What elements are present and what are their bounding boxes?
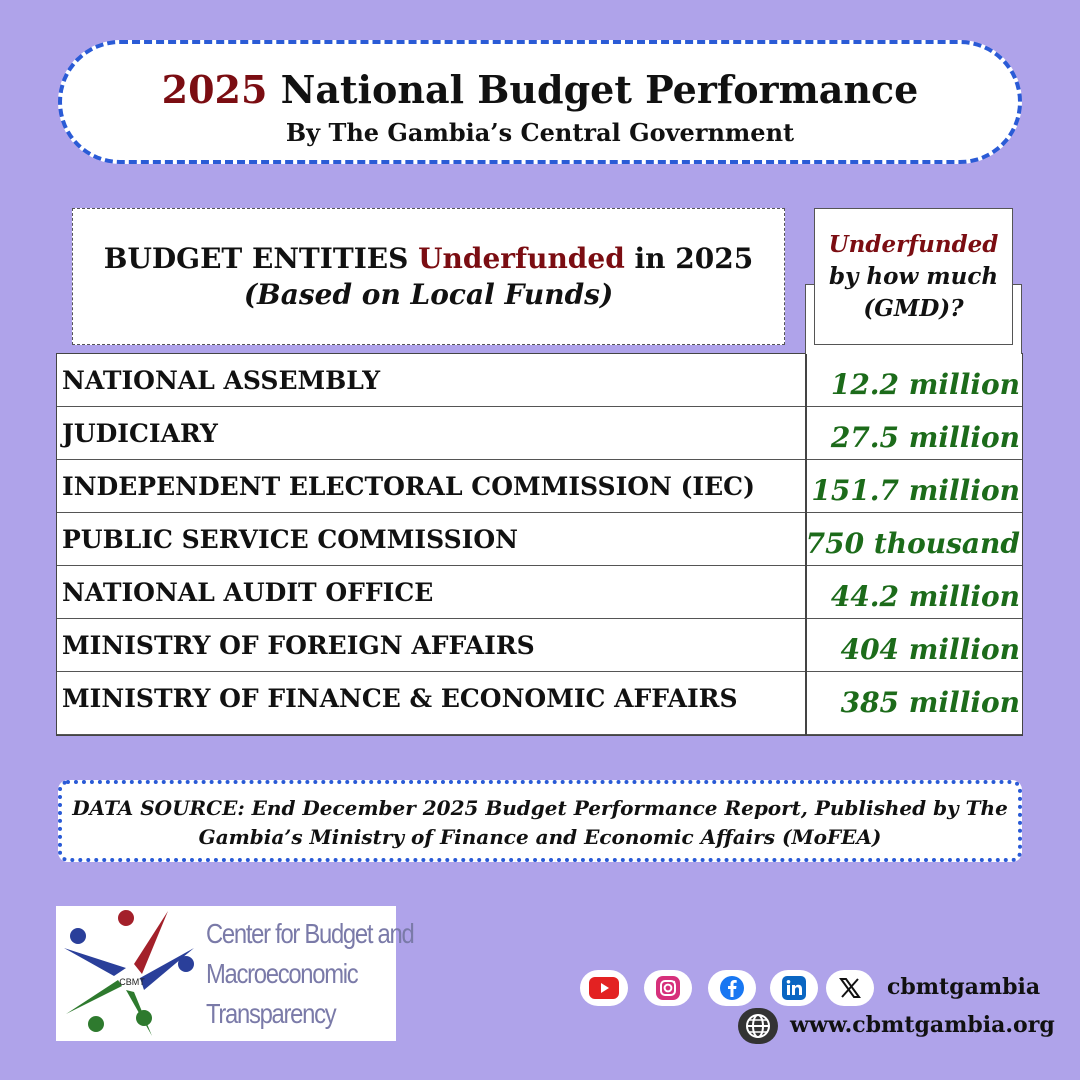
entity-name: MINISTRY OF FOREIGN AFFAIRS [62,631,535,660]
underfunded-amount: 404 million [840,633,1020,666]
entities-header-highlight: Underfunded [418,241,625,275]
instagram-icon[interactable] [644,970,692,1006]
data-source-line1: DATA SOURCE: End December 2025 Budget Pe… [72,796,1008,820]
entity-name: JUDICIARY [62,419,218,448]
logo-line3: Transparency [206,998,337,1029]
title-main-text: National Budget Performance [267,67,919,112]
amount-header-line1: Underfunded [828,230,999,258]
entities-header-line2: (Based on Local Funds) [243,277,614,311]
amount-header-line2: by how much [828,262,999,290]
amount-header-line3: (GMD)? [863,294,964,322]
entity-name: MINISTRY OF FINANCE & ECONOMIC AFFAIRS [62,684,738,713]
entity-name: NATIONAL ASSEMBLY [62,366,381,395]
entities-header-line1: BUDGET ENTITIES Underfunded in 2025 [104,241,753,277]
underfunded-amount: 27.5 million [830,421,1020,454]
logo-wordmark: Center for Budget and Macroeconomic Tran… [206,914,415,1034]
column-divider [805,354,807,735]
entities-header-suffix: in 2025 [624,241,754,275]
table-row: NATIONAL AUDIT OFFICE 44.2 million [57,566,1022,619]
logo-line2: Macroeconomic [206,958,359,989]
underfunded-table: NATIONAL ASSEMBLY 12.2 million JUDICIARY… [56,353,1023,736]
globe-icon[interactable] [738,1008,778,1044]
social-handle: cbmtgambia [887,974,1041,1000]
data-source-line2: Gambia’s Ministry of Finance and Economi… [198,825,882,849]
entity-name: PUBLIC SERVICE COMMISSION [62,525,518,554]
page-title: 2025 National Budget Performance [62,68,1018,112]
linkedin-icon[interactable] [770,970,818,1006]
underfunded-amount: 44.2 million [830,580,1020,613]
page-subtitle: By The Gambia’s Central Government [285,118,795,147]
facebook-icon[interactable] [708,970,756,1006]
title-banner: 2025 National Budget Performance By The … [58,40,1022,164]
table-row: MINISTRY OF FINANCE & ECONOMIC AFFAIRS 3… [57,672,1022,735]
title-year: 2025 [161,67,268,112]
table-row: NATIONAL ASSEMBLY 12.2 million [57,354,1022,407]
cbmt-emblem-icon: CBMT [64,910,194,1036]
table-row: INDEPENDENT ELECTORAL COMMISSION (IEC) 1… [57,460,1022,513]
table-row: PUBLIC SERVICE COMMISSION 750 thousand [57,513,1022,566]
website-link[interactable]: www.cbmtgambia.org [790,1012,1055,1038]
underfunded-amount: 151.7 million [811,474,1020,507]
entities-header: BUDGET ENTITIES Underfunded in 2025 (Bas… [72,208,785,345]
underfunded-amount: 385 million [840,686,1020,719]
entity-name: NATIONAL AUDIT OFFICE [62,578,434,607]
x-icon[interactable] [826,970,874,1006]
youtube-icon[interactable] [580,970,628,1006]
amount-header: Underfunded by how much (GMD)? [814,208,1013,345]
underfunded-amount: 750 thousand [805,527,1020,560]
entities-header-prefix: BUDGET ENTITIES [103,241,419,275]
entity-name: INDEPENDENT ELECTORAL COMMISSION (IEC) [62,472,755,501]
underfunded-amount: 12.2 million [830,368,1020,401]
table-row: JUDICIARY 27.5 million [57,407,1022,460]
table-row: MINISTRY OF FOREIGN AFFAIRS 404 million [57,619,1022,672]
logo-line1: Center for Budget and [206,918,415,949]
emblem-text: CBMT [119,977,145,987]
data-source-box: DATA SOURCE: End December 2025 Budget Pe… [58,780,1022,862]
cbmt-logo: CBMT Center for Budget and Macroeconomic… [56,906,415,1041]
